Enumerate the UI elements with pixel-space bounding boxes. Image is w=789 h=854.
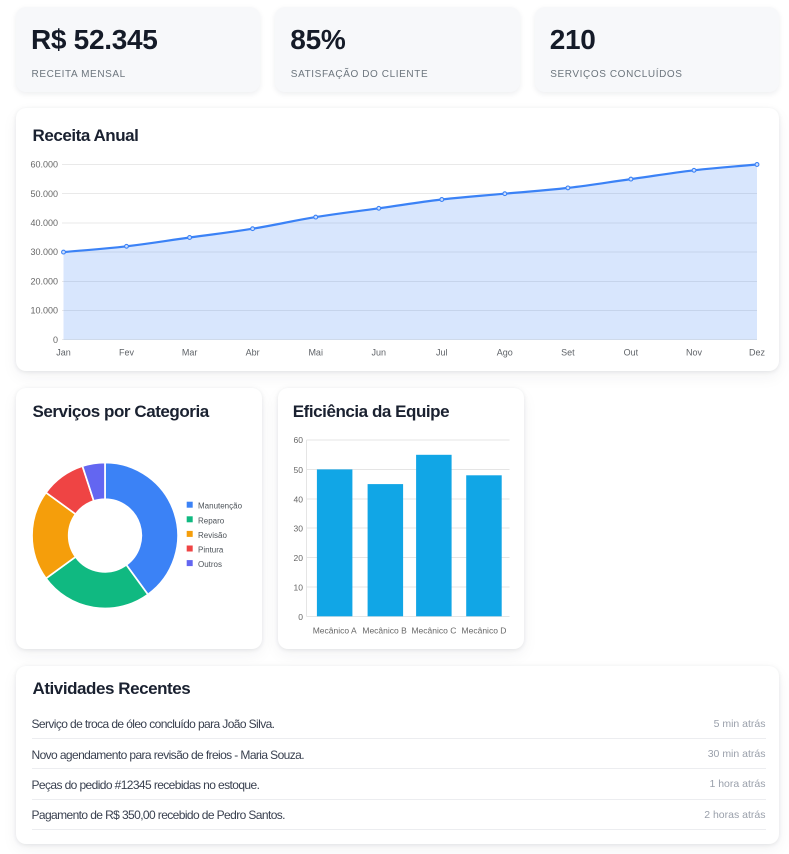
svg-text:0: 0 [53,335,58,345]
svg-text:50.000: 50.000 [30,189,58,199]
svg-text:Mai: Mai [308,348,323,358]
svg-text:Mecânico D: Mecânico D [461,626,506,636]
svg-text:Nov: Nov [686,348,703,358]
svg-text:40.000: 40.000 [30,218,58,228]
svg-text:60.000: 60.000 [30,160,58,170]
svg-text:Fev: Fev [119,348,135,358]
svg-text:50: 50 [293,465,303,475]
svg-text:Outros: Outros [198,560,222,569]
svg-text:10.000: 10.000 [30,306,58,316]
svg-text:Jul: Jul [436,348,448,358]
svg-text:Out: Out [624,348,639,358]
svg-text:Mecânico A: Mecânico A [312,626,356,636]
svg-text:40: 40 [293,494,303,504]
svg-text:Mecânico B: Mecânico B [362,626,407,636]
svg-text:30.000: 30.000 [30,247,58,257]
svg-text:Mar: Mar [182,348,198,358]
svg-text:Abr: Abr [246,348,260,358]
svg-text:10: 10 [293,582,303,592]
svg-text:30: 30 [293,524,303,534]
svg-text:Dez: Dez [749,348,766,358]
svg-text:Revisão: Revisão [198,531,227,540]
svg-text:Jun: Jun [372,348,387,358]
svg-text:Reparo: Reparo [198,516,225,525]
svg-text:Set: Set [561,348,575,358]
svg-text:Manutenção: Manutenção [198,502,243,511]
svg-text:20: 20 [293,553,303,563]
svg-text:Jan: Jan [56,348,71,358]
svg-text:Ago: Ago [497,348,513,358]
svg-text:Mecânico C: Mecânico C [411,626,456,636]
svg-text:60: 60 [293,435,303,445]
svg-text:Pintura: Pintura [198,546,224,555]
svg-text:0: 0 [298,612,303,622]
svg-text:20.000: 20.000 [30,276,58,286]
